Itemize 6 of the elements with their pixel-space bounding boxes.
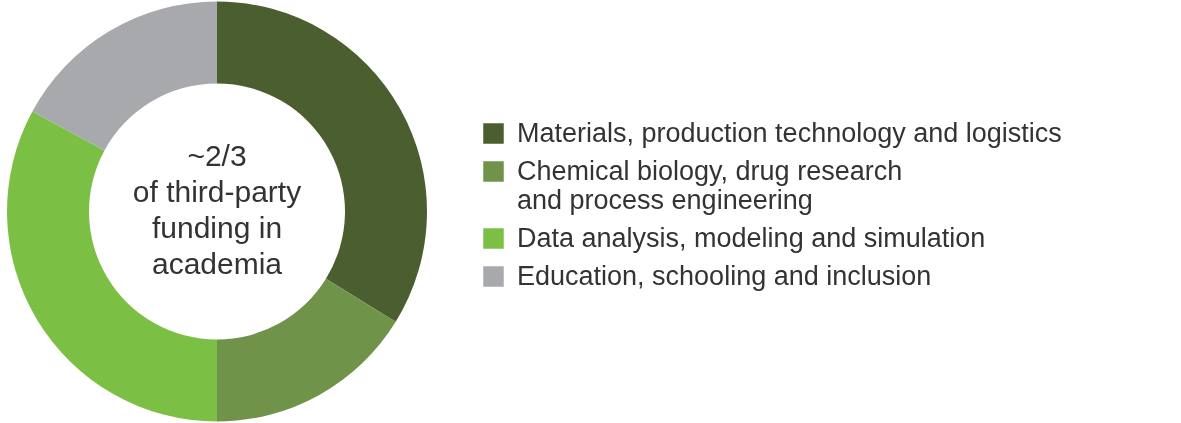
legend-label: Materials, production technology and logistics xyxy=(517,117,1062,148)
donut-slice xyxy=(217,278,396,422)
legend-label: Education, schooling and inclusion xyxy=(517,260,932,291)
legend-label: Chemical biology, drug research and process engineering xyxy=(517,155,903,215)
legend-label: Data analysis, modeling and simulation xyxy=(517,222,986,253)
text: ~2/3 of third-party funding in academia xyxy=(132,139,302,280)
